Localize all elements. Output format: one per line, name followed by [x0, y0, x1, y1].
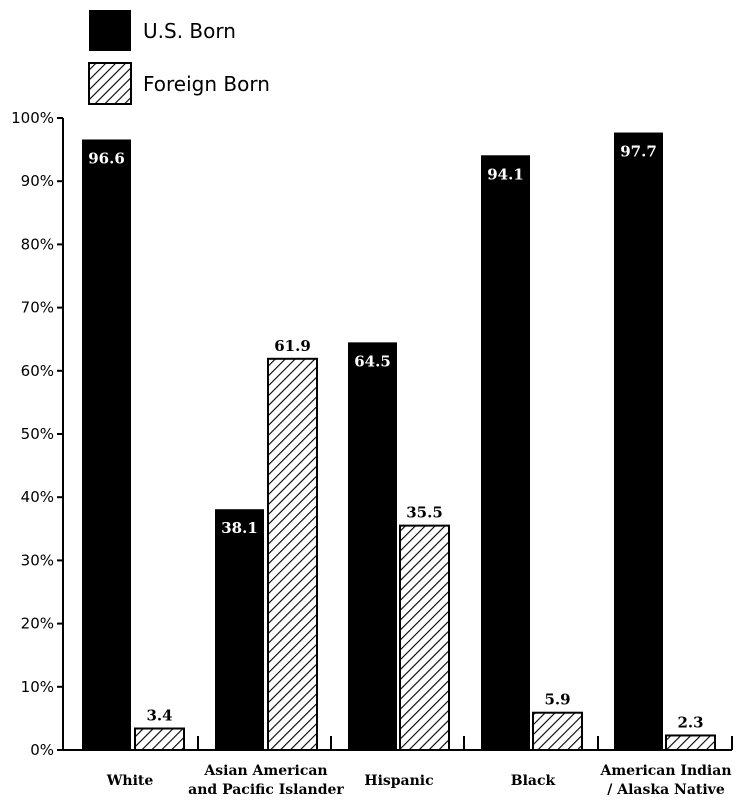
data-label-foreign-born: 3.4: [146, 707, 172, 725]
bars: 96.6 3.4 38.1 61.9 64.5 35.5 94.1 5.9 97.7 2.3: [82, 132, 716, 752]
data-label-foreign-born: 35.5: [406, 504, 443, 522]
data-label-foreign-born: 2.3: [677, 713, 703, 731]
y-tick-label: 40%: [21, 488, 54, 506]
x-category-label: White: [106, 773, 154, 789]
x-category-label: American Indian / Alaska Native: [599, 763, 731, 798]
y-tick-label: 70%: [21, 299, 54, 317]
legend-swatch-foreign-born: [88, 62, 132, 105]
bar-foreign-born: [134, 727, 185, 752]
data-label-us-born: 96.6: [88, 149, 125, 167]
bar-foreign-born: [399, 524, 450, 752]
x-category-label: Asian American and Pacific Islander: [188, 763, 344, 798]
y-tick-label: 0%: [30, 741, 54, 759]
legend: U.S. Born Foreign Born: [88, 10, 270, 105]
bar-foreign-born: [267, 357, 318, 751]
bar-us-born: [348, 342, 397, 750]
legend-swatch-us-born: [89, 10, 131, 51]
bar-us-born: [215, 509, 264, 750]
bar-foreign-born: [665, 734, 716, 751]
x-category-label: Hispanic: [364, 773, 433, 789]
y-tick-label: 30%: [21, 551, 54, 569]
legend-label-us-born: U.S. Born: [143, 19, 236, 43]
x-category-label: Black: [511, 773, 556, 789]
data-label-foreign-born: 61.9: [274, 337, 311, 355]
y-tick-label: 90%: [21, 172, 54, 190]
y-tick-label: 80%: [21, 235, 54, 253]
legend-label-foreign-born: Foreign Born: [143, 72, 270, 96]
y-tick-label: 60%: [21, 362, 54, 380]
data-label-us-born: 64.5: [354, 352, 391, 370]
bar-us-born: [481, 155, 530, 751]
data-label-foreign-born: 5.9: [544, 691, 570, 709]
data-label-us-born: 97.7: [620, 143, 657, 161]
y-tick-label: 20%: [21, 615, 54, 633]
y-tick-label: 50%: [21, 425, 54, 443]
data-label-us-born: 38.1: [221, 519, 258, 537]
bar-us-born: [614, 132, 663, 750]
y-tick-label: 10%: [21, 678, 54, 696]
y-tick-label: 100%: [11, 109, 54, 127]
bar-us-born: [82, 139, 131, 750]
y-axis: 0% 10% 20% 30% 40% 50% 60% 70% 80% 90% 100%: [11, 109, 64, 759]
bar-foreign-born: [532, 711, 583, 751]
data-label-us-born: 94.1: [487, 165, 524, 183]
